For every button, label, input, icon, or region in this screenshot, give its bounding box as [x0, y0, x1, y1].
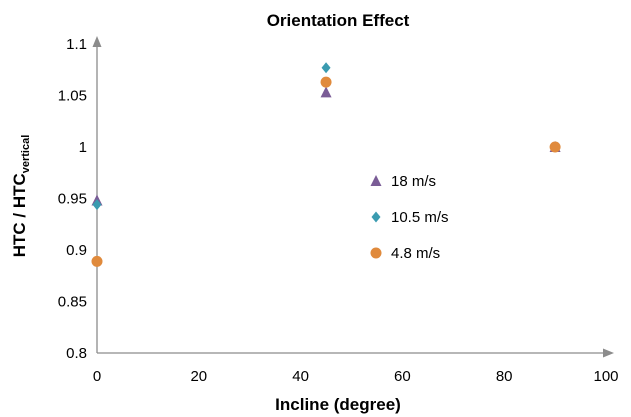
- y-tick-label: 0.85: [58, 294, 87, 311]
- y-axis-title: HTC / HTCvertical: [10, 135, 32, 258]
- legend-label: 18 m/s: [391, 173, 436, 190]
- y-tick-labels: 0.8 0.85 0.9 0.95 1 1.05 1.1: [58, 36, 87, 362]
- y-axis: 0.8 0.85 0.9 0.95 1 1.05 1.1: [58, 36, 102, 362]
- x-tick-label: 60: [394, 368, 411, 385]
- y-axis-arrow-icon: [92, 36, 102, 47]
- data-point-circle: [320, 76, 332, 88]
- legend-label: 10.5 m/s: [391, 209, 449, 226]
- y-axis-title-subscript: vertical: [20, 135, 32, 174]
- y-tick-label: 1.1: [66, 36, 87, 53]
- x-axis-title: Incline (degree): [275, 395, 401, 414]
- data-point-diamond: [92, 199, 102, 211]
- legend-triangle-icon: [370, 175, 382, 186]
- x-tick-label: 0: [93, 368, 101, 385]
- data-point-triangle: [320, 86, 332, 98]
- chart-title: Orientation Effect: [267, 11, 410, 30]
- x-tick-label: 80: [496, 368, 513, 385]
- x-tick-label: 20: [190, 368, 207, 385]
- y-tick-label: 0.95: [58, 191, 87, 208]
- legend-label: 4.8 m/s: [391, 245, 440, 262]
- y-tick-label: 1.05: [58, 88, 87, 105]
- legend: 18 m/s 10.5 m/s 4.8 m/s: [370, 173, 449, 262]
- data-points: [91, 62, 561, 267]
- legend-diamond-icon: [371, 211, 381, 223]
- y-tick-label: 1: [79, 139, 87, 156]
- legend-circle-icon: [370, 247, 382, 259]
- x-axis: 0 20 40 60 80 100: [93, 348, 619, 385]
- y-tick-label: 0.9: [66, 242, 87, 259]
- data-point-diamond: [321, 62, 331, 74]
- x-tick-labels: 0 20 40 60 80 100: [93, 368, 619, 385]
- x-axis-arrow-icon: [603, 348, 614, 358]
- y-tick-label: 0.8: [66, 345, 87, 362]
- data-point-circle: [549, 141, 561, 153]
- x-tick-label: 40: [292, 368, 309, 385]
- x-tick-label: 100: [593, 368, 618, 385]
- y-axis-title-main: HTC / HTC: [10, 173, 29, 257]
- data-point-circle: [91, 255, 103, 267]
